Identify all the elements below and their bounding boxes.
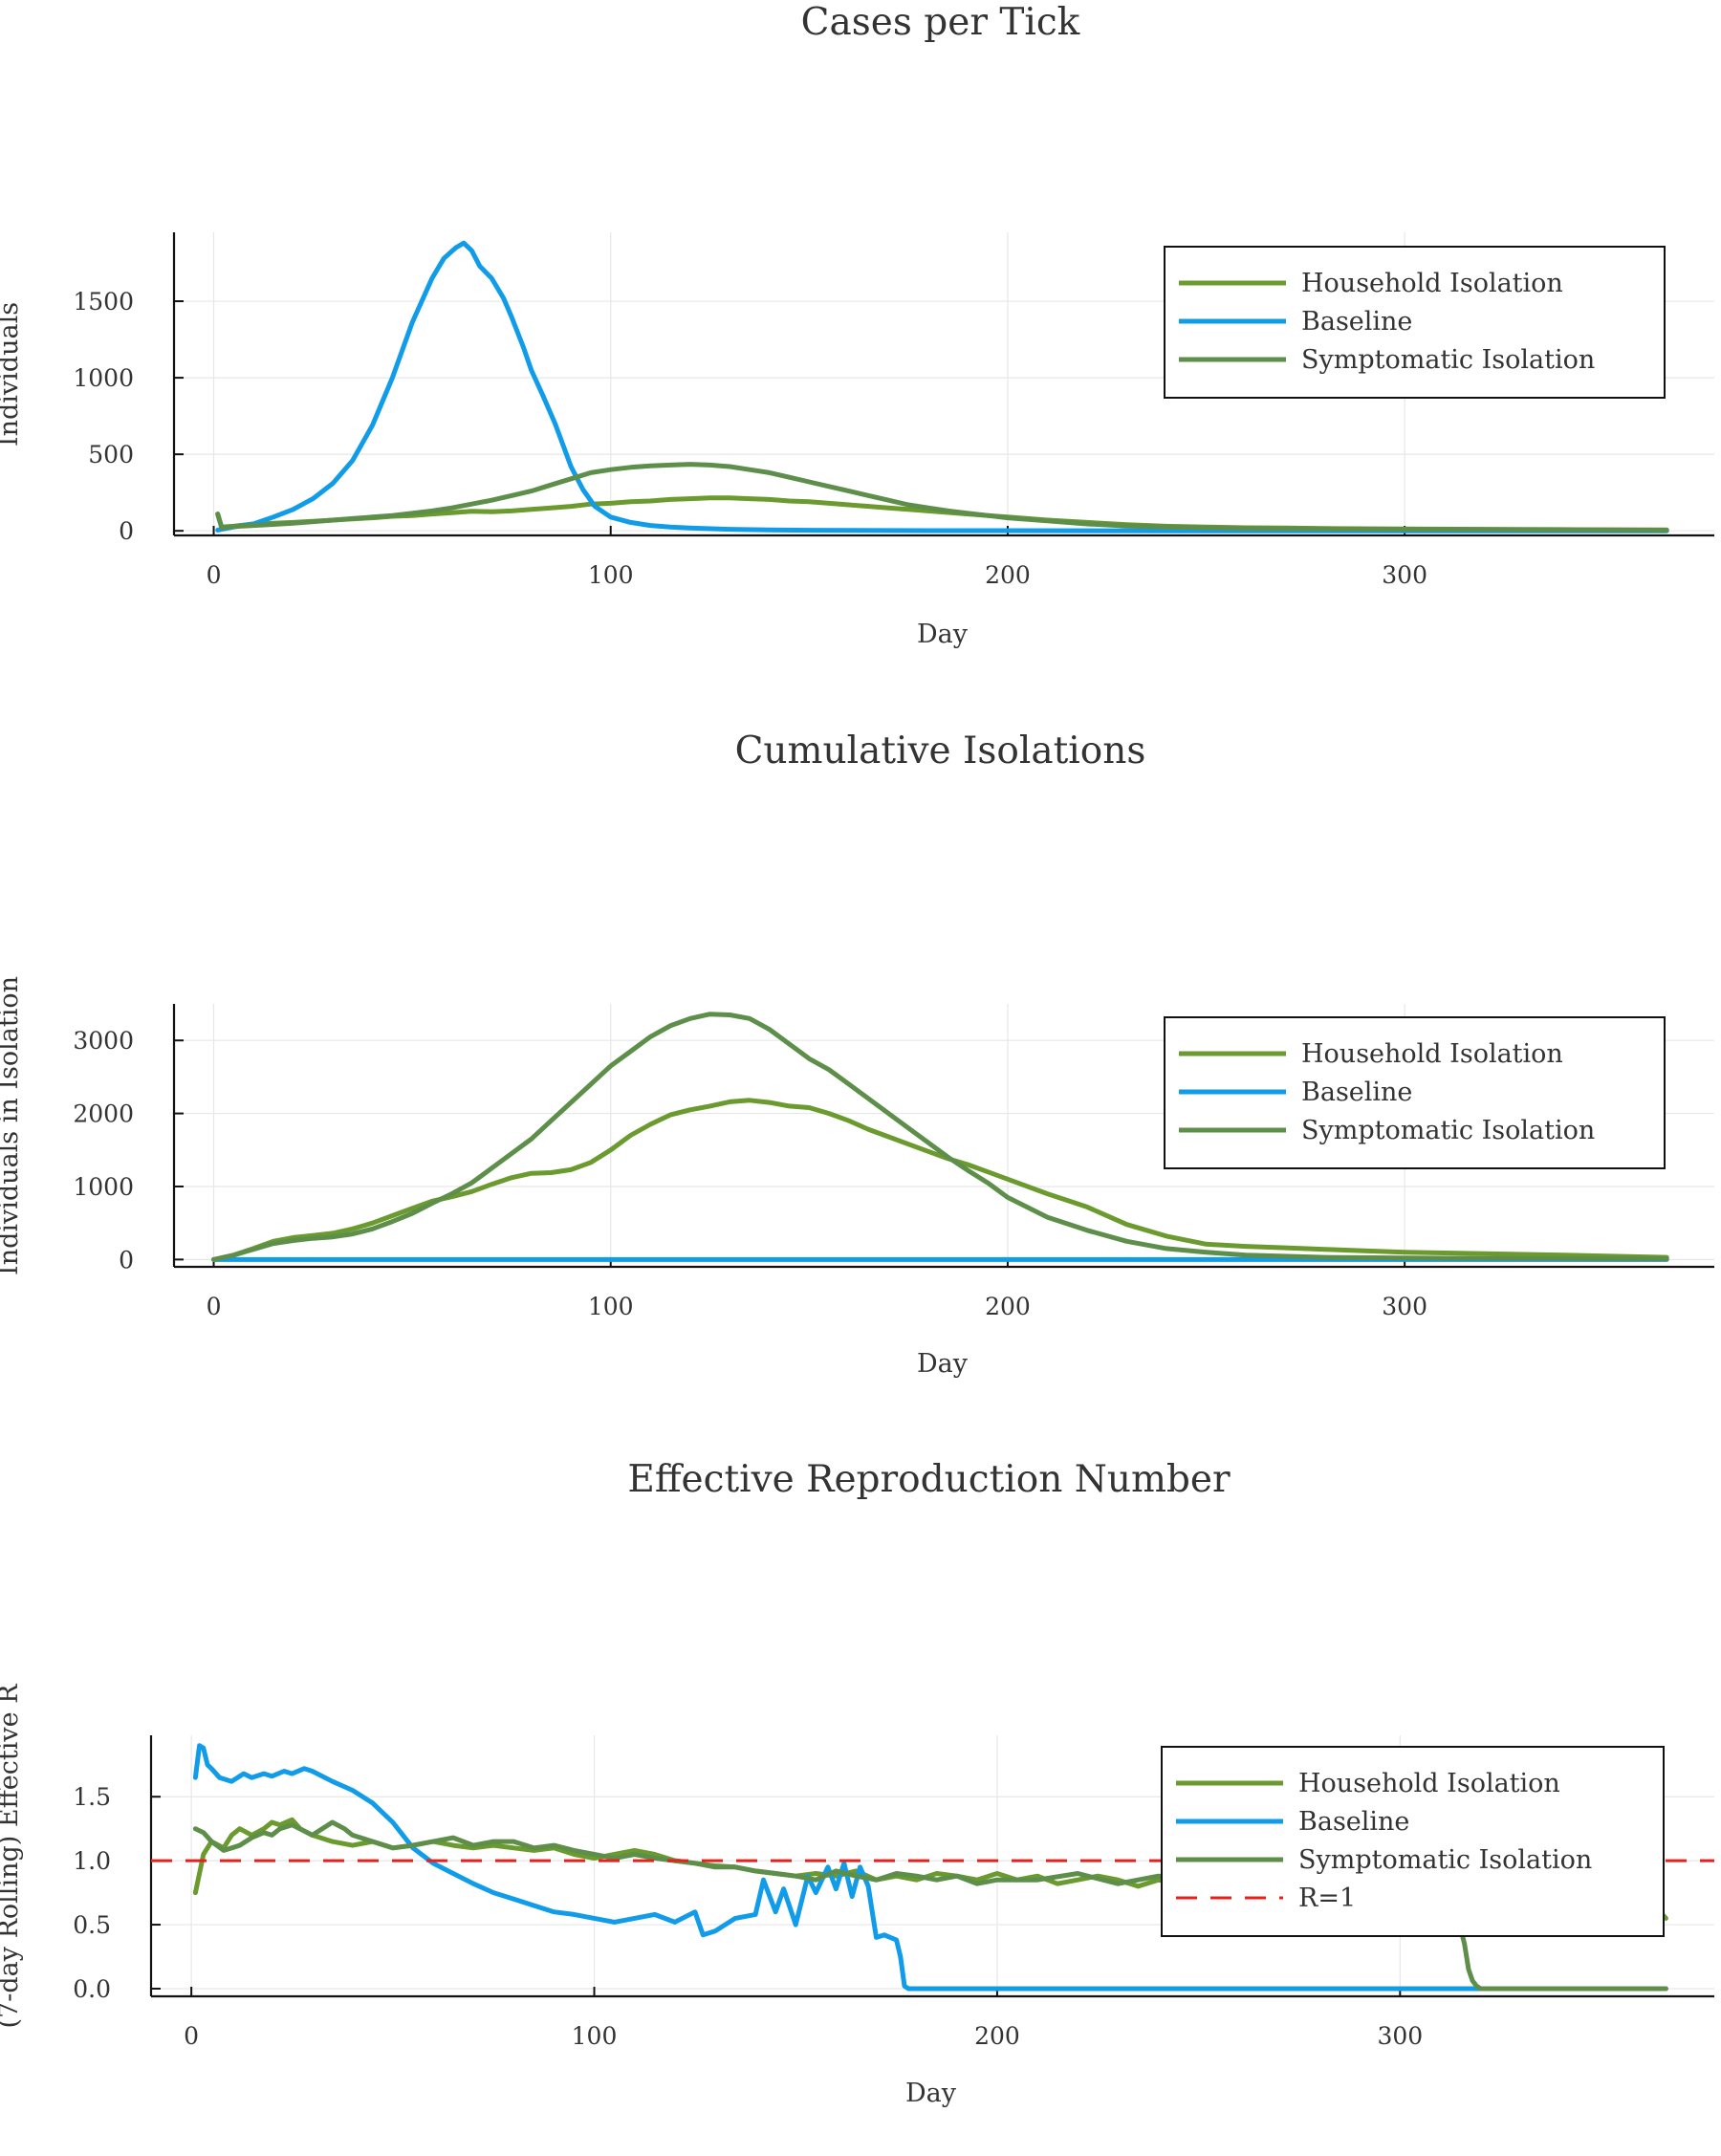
- x-tick-label: 100: [572, 2022, 618, 2050]
- legend-label: Household Isolation: [1298, 1769, 1560, 1798]
- legend-label: R=1: [1298, 1884, 1356, 1913]
- legend-label: Symptomatic Isolation: [1298, 1845, 1592, 1875]
- legend-label: Symptomatic Isolation: [1301, 1116, 1595, 1145]
- x-tick-label: 100: [588, 1293, 634, 1320]
- legend-label: Baseline: [1301, 307, 1412, 337]
- y-tick-label: 1000: [73, 364, 134, 392]
- y-tick-label: 0.0: [73, 1975, 111, 2003]
- y-tick-label: 1000: [73, 1173, 134, 1201]
- y-tick-label: 1.0: [73, 1847, 111, 1875]
- legend: Household Isolation Baseline Symptomatic I…: [1161, 1746, 1665, 1937]
- x-tick-label: 200: [985, 1293, 1031, 1320]
- y-tick-label: 0: [119, 1246, 134, 1274]
- y-tick-label: 0: [119, 517, 134, 545]
- y-axis-label: Individuals in Isolation: [0, 976, 24, 1275]
- y-tick-label: 1.5: [73, 1783, 111, 1811]
- y-tick-label: 500: [88, 441, 134, 468]
- x-tick-label: 300: [1382, 561, 1427, 589]
- x-tick-label: 0: [207, 561, 222, 589]
- y-axis-label: (7-day Rolling) Effective R: [0, 1684, 24, 2029]
- chart-panel-1: Cases per Tick 0 100 200 300 0 500 1000 1500 Day I…: [0, 1, 1714, 649]
- legend-label: Baseline: [1301, 1078, 1412, 1107]
- y-tick-label: 3000: [73, 1027, 134, 1055]
- series-line-symptomatic-isolation: [211, 1012, 1669, 1262]
- series-line-baseline: [215, 240, 1669, 534]
- legend: Household Isolation Baseline Symptomatic I…: [1164, 246, 1666, 399]
- x-axis-label: Day: [917, 620, 969, 649]
- legend-label: Symptomatic Isolation: [1301, 345, 1595, 375]
- x-axis-label: Day: [917, 1349, 969, 1379]
- y-tick-label: 1500: [73, 288, 134, 316]
- y-axis-label: Individuals: [0, 302, 24, 446]
- x-tick-label: 300: [1382, 1293, 1427, 1320]
- series-line-baseline: [192, 1743, 1668, 1992]
- series-line-household-isolation: [215, 495, 1669, 533]
- y-tick-label: 2000: [73, 1100, 134, 1128]
- series-line-symptomatic-isolation: [215, 462, 1669, 534]
- chart-panel-3: Effective Reproduction Number 0 100 200 300 0…: [0, 1458, 1714, 2108]
- x-tick-label: 200: [974, 2022, 1020, 2050]
- chart-title: Effective Reproduction Number: [627, 1458, 1231, 1501]
- series-line-household-isolation: [211, 1098, 1669, 1262]
- x-tick-label: 200: [985, 561, 1031, 589]
- x-tick-label: 0: [184, 2022, 199, 2050]
- chart-title: Cumulative Isolations: [735, 730, 1146, 773]
- legend-label: Household Isolation: [1301, 269, 1563, 298]
- legend-label: Baseline: [1298, 1807, 1409, 1837]
- y-tick-label: 0.5: [73, 1911, 111, 1939]
- x-axis-label: Day: [905, 2079, 957, 2108]
- legend-label: Household Isolation: [1301, 1039, 1563, 1069]
- legend: Household Isolation Baseline Symptomatic I…: [1164, 1016, 1666, 1169]
- x-tick-label: 0: [207, 1293, 222, 1320]
- x-tick-label: 100: [588, 561, 634, 589]
- x-tick-label: 300: [1377, 2022, 1423, 2050]
- chart-title: Cases per Tick: [801, 1, 1080, 44]
- legend-box: [1161, 1746, 1665, 1937]
